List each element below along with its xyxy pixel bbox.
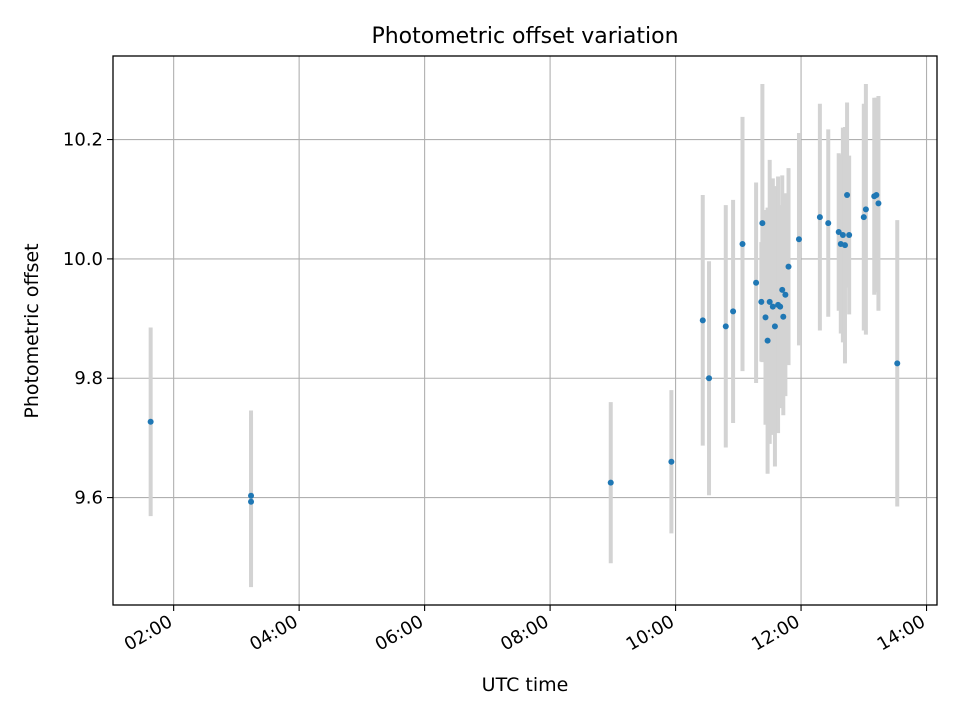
y-tick-label: 10.0 [63,249,103,270]
data-point [780,313,787,320]
data-point [860,214,867,221]
data-point [248,498,255,505]
y-tick-label: 10.2 [63,130,103,151]
y-tick-label: 9.8 [74,368,103,389]
data-point [844,192,851,199]
data-point [841,242,848,249]
data-point [762,314,769,321]
data-point [795,236,802,243]
data-point [722,323,729,330]
y-tick-label: 9.6 [74,488,103,509]
data-point [816,214,823,221]
data-point [607,479,614,486]
data-point [875,200,882,207]
data-point [730,308,737,315]
data-point [779,286,786,293]
data-point [782,291,789,298]
data-point [668,458,675,465]
data-point [862,206,869,213]
data-point [758,298,765,305]
data-points [147,192,901,505]
data-point [777,303,784,310]
data-point [706,375,713,382]
data-point [699,317,706,324]
data-point [846,232,853,239]
data-point [248,492,255,499]
plot-frame [112,55,938,606]
data-point [825,220,832,227]
data-point [147,418,154,425]
data-point [771,323,778,330]
data-point [739,240,746,247]
x-axis-label: UTC time [482,674,569,696]
chart-title: Photometric offset variation [371,24,678,49]
y-axis-label: Photometric offset [21,243,43,418]
data-point [835,229,842,236]
data-point [785,263,792,270]
data-point [753,279,760,286]
data-point [769,303,776,310]
data-point [894,360,901,367]
data-point [759,220,766,227]
data-point [839,232,846,239]
data-point [766,298,773,305]
data-point [873,192,880,199]
data-point [764,337,771,344]
